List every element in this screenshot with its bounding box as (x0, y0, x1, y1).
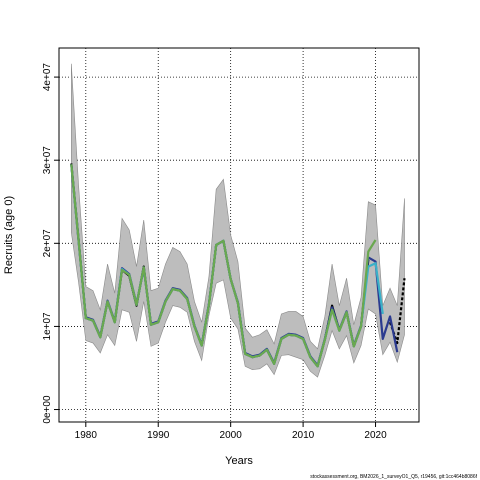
confidence-band-layer (71, 63, 405, 378)
x-tick-label-1980: 1980 (75, 430, 98, 441)
footer-note: stockassessment.org, BM2026_1_surveyO1_Q… (310, 474, 477, 480)
x-tick-label-1990: 1990 (147, 430, 170, 441)
x-axis-title: Years (225, 455, 253, 467)
y-tick-label-4e+07: 4e+07 (42, 63, 53, 92)
series-line-5 (70, 164, 377, 368)
x-tick-label-2000: 2000 (220, 430, 243, 441)
y-axis-title: Recruits (age 0) (3, 196, 15, 274)
plot-frame (58, 47, 420, 423)
y-tick-label-2e+07: 2e+07 (42, 229, 53, 258)
y-tick-label-0e+00: 0e+00 (42, 395, 53, 424)
series-layer (70, 163, 406, 368)
x-axis: 1980 1990 2000 2010 2020 (75, 422, 387, 441)
confidence-band (71, 63, 405, 378)
y-axis: 0e+00 1e+07 2e+07 3e+07 4e+07 (42, 63, 59, 424)
y-tick-label-3e+07: 3e+07 (42, 146, 53, 175)
x-tick-label-2010: 2010 (292, 430, 315, 441)
x-tick-label-2020: 2020 (364, 430, 387, 441)
y-tick-label-1e+07: 1e+07 (42, 312, 53, 341)
